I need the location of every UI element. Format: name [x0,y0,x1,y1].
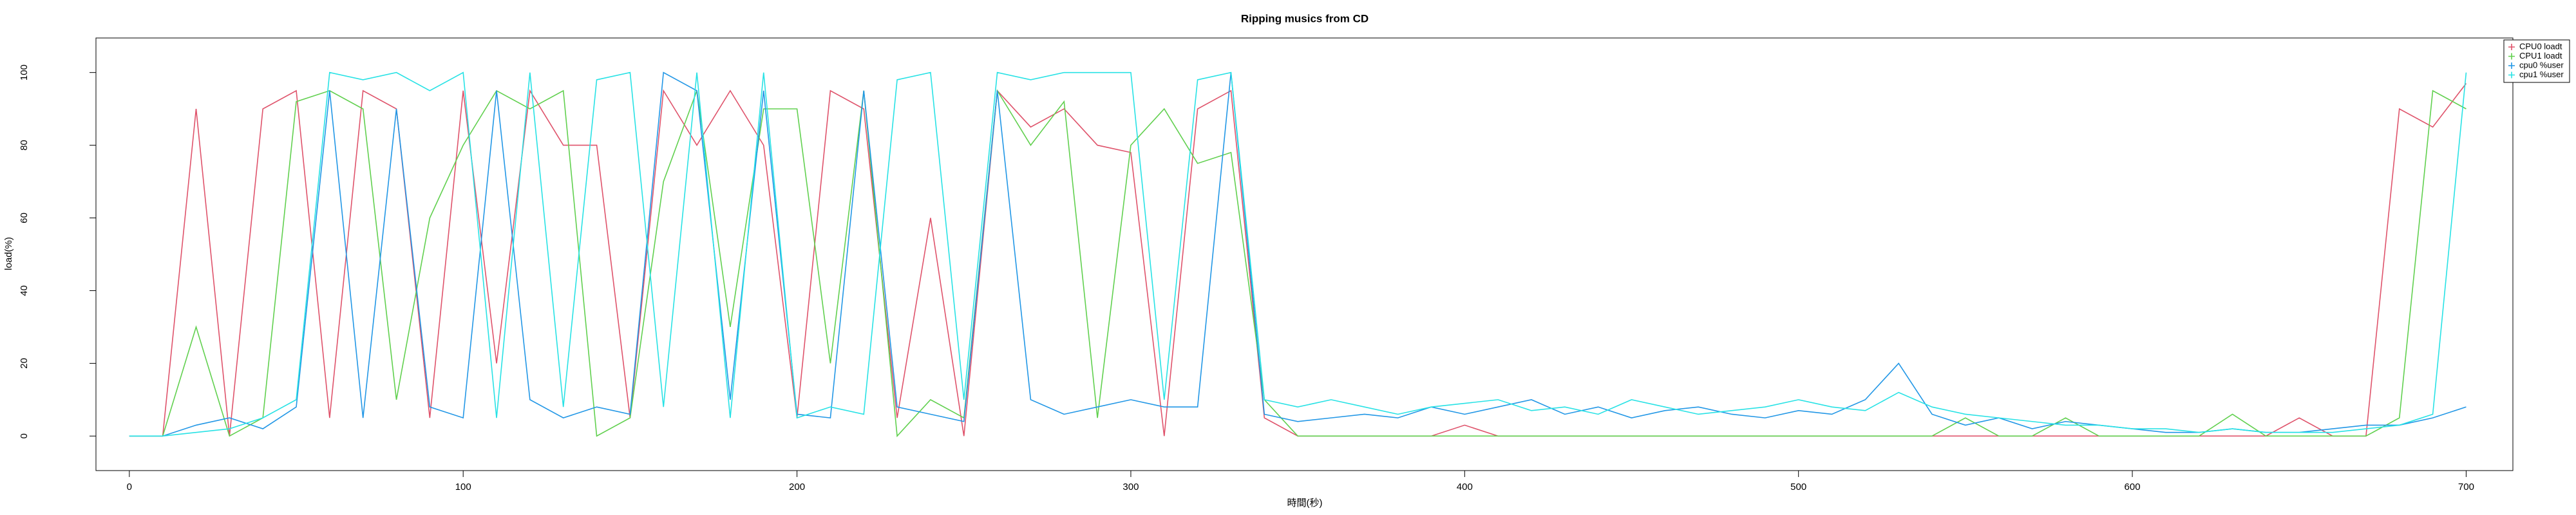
x-axis-label: 時間(秒) [1287,498,1323,509]
x-tick-label: 200 [789,482,805,492]
y-tick-label: 60 [19,212,30,223]
y-tick-label: 0 [19,433,30,438]
legend-label: CPU0 loadt [2519,41,2562,51]
x-tick-label: 600 [2125,482,2141,492]
legend-symbol [2508,71,2515,79]
x-tick-label: 300 [1122,482,1139,492]
legend-symbol [2508,44,2515,50]
series-line [129,83,2467,437]
legend-symbol [2508,62,2515,69]
legend-label: cpu1 %user [2519,70,2564,79]
y-tick-label: 80 [19,140,30,151]
x-tick-label: 100 [455,482,471,492]
x-tick-label: 0 [127,482,132,492]
y-tick-label: 40 [19,285,30,296]
y-tick-label: 20 [19,358,30,369]
series-line [129,71,2467,437]
chart-title: Ripping musics from CD [1241,12,1368,24]
legend-symbol [2508,53,2515,60]
y-tick-label: 100 [19,64,30,80]
series-line [129,71,2467,437]
x-tick-label: 400 [1457,482,1473,492]
legend-label: cpu0 %user [2519,60,2564,70]
legend-label: CPU1 loadt [2519,51,2562,61]
x-tick-label: 500 [1790,482,1806,492]
series-line [129,89,2467,438]
y-axis-label: load(%) [3,237,14,270]
x-tick-label: 700 [2458,482,2474,492]
